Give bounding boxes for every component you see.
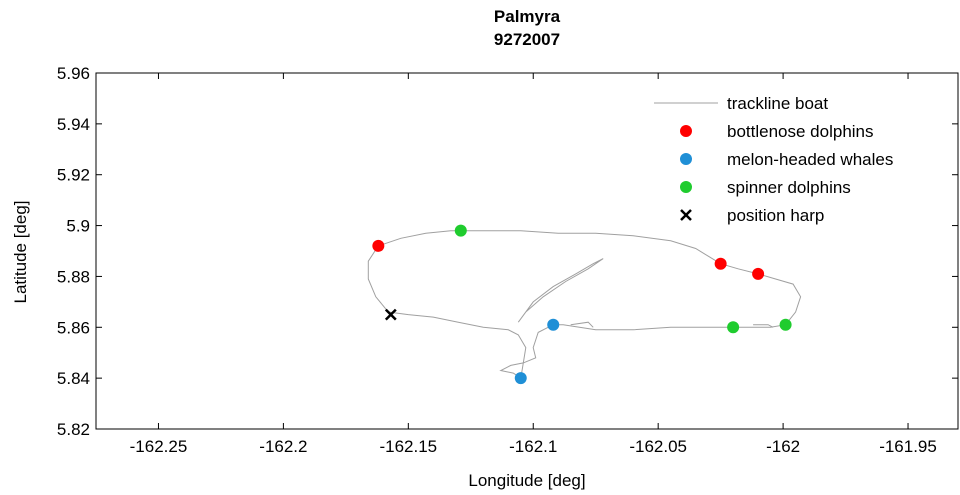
legend-swatch-spinner-dolphins xyxy=(680,181,692,193)
axis-ticks: -162.25 -162.2 -162.15 -162.1 -162.05 -162 -16… xyxy=(57,64,958,456)
y-tick-label: 5.94 xyxy=(57,115,90,134)
bottlenose-dolphins-point xyxy=(372,239,385,252)
legend-swatch-position-harp xyxy=(680,209,692,221)
legend-label-spinner-dolphins: spinner dolphins xyxy=(727,178,851,197)
melon-headed-whales-point xyxy=(547,318,560,331)
legend: trackline boat bottlenose dolphins melon-h… xyxy=(654,94,893,225)
legend-swatch-melon-headed-whales xyxy=(680,153,692,165)
bottlenose-dolphins-point xyxy=(752,267,765,280)
bottlenose-dolphins-point xyxy=(714,257,727,270)
x-tick-label: -162.25 xyxy=(130,437,188,456)
y-tick-label: 5.96 xyxy=(57,64,90,83)
legend-label-trackline-boat: trackline boat xyxy=(727,94,828,113)
x-tick-label: -161.95 xyxy=(879,437,937,456)
y-tick-label: 5.88 xyxy=(57,267,90,286)
x-tick-label: -162.05 xyxy=(629,437,687,456)
y-axis-label: Latitude [deg] xyxy=(11,200,30,303)
y-tick-label: 5.92 xyxy=(57,166,90,185)
chart-subtitle: 9272007 xyxy=(494,30,560,49)
legend-label-melon-headed-whales: melon-headed whales xyxy=(727,150,893,169)
melon-headed-whales-point xyxy=(514,372,527,385)
x-tick-label: -162.15 xyxy=(379,437,437,456)
x-tick-label: -162.1 xyxy=(509,437,557,456)
x-tick-label: -162 xyxy=(766,437,800,456)
y-tick-label: 5.84 xyxy=(57,369,90,388)
position-harp-marker-stroke xyxy=(384,308,397,321)
y-tick-label: 5.9 xyxy=(66,217,90,236)
chart-title: Palmyra xyxy=(494,7,561,26)
trackline-boat-path xyxy=(753,324,774,328)
legend-swatch-bottlenose-dolphins xyxy=(680,125,692,137)
position-harp-marker xyxy=(384,308,397,321)
trackline-boat-path xyxy=(367,230,802,379)
trackline-boat-path xyxy=(517,258,604,323)
spinner-dolphins-point xyxy=(727,321,740,334)
legend-label-position-harp: position harp xyxy=(727,206,824,225)
x-axis-label: Longitude [deg] xyxy=(468,471,585,490)
legend-swatch-stroke xyxy=(680,209,692,221)
trackline-boat-path xyxy=(570,321,594,328)
plot-layer xyxy=(367,224,802,385)
plot-frame xyxy=(95,72,959,430)
x-tick-label: -162.2 xyxy=(259,437,307,456)
y-tick-label: 5.86 xyxy=(57,318,90,337)
y-tick-label: 5.82 xyxy=(57,420,90,439)
spinner-dolphins-point xyxy=(454,224,467,237)
legend-label-bottlenose-dolphins: bottlenose dolphins xyxy=(727,122,874,141)
spinner-dolphins-point xyxy=(779,318,792,331)
